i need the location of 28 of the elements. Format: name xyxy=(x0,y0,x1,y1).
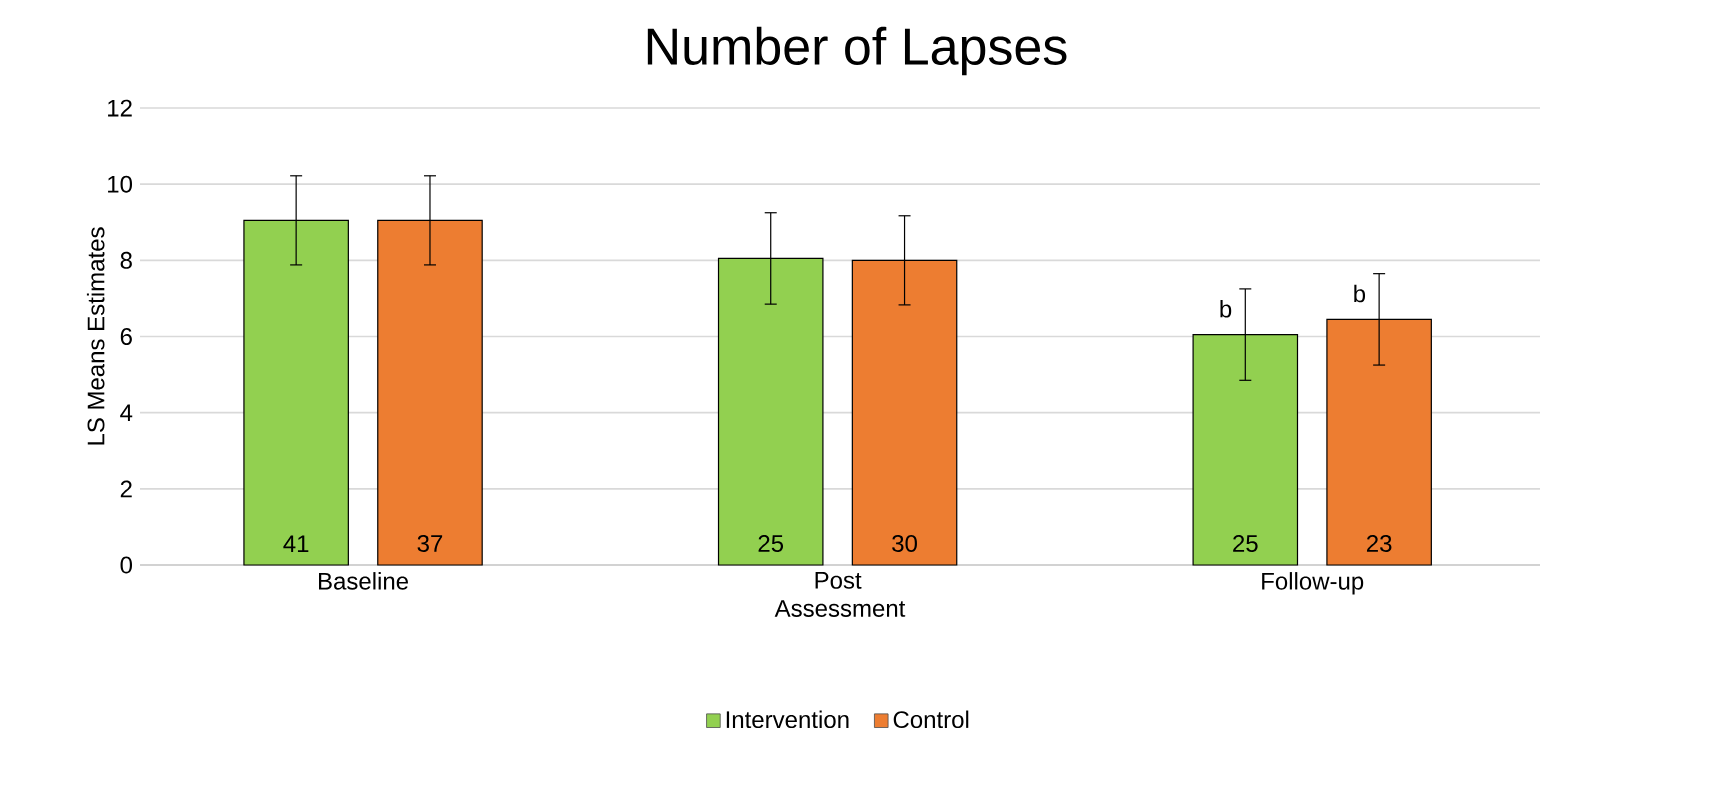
y-tick-label: 6 xyxy=(120,328,132,345)
bar xyxy=(717,257,824,566)
bar xyxy=(377,219,483,566)
y-tick-label: 4 xyxy=(120,404,133,421)
annotation: 37 xyxy=(417,534,443,552)
chart-title: Number of Lapses xyxy=(647,26,1067,76)
bar xyxy=(1326,318,1432,566)
y-axis-title: LS Means Estimates xyxy=(86,227,105,445)
y-tick-label: 8 xyxy=(120,251,132,269)
y-tick-label: 12 xyxy=(108,99,132,117)
bar xyxy=(851,259,958,566)
x-axis-title: Assessment xyxy=(774,600,906,617)
y-tick-label: 10 xyxy=(108,175,133,193)
annotation: 25 xyxy=(758,534,784,552)
annotation: 30 xyxy=(892,534,917,552)
annotation: b xyxy=(1354,284,1366,303)
annotation: 41 xyxy=(283,535,309,552)
annotation: 25 xyxy=(1233,534,1258,552)
legend-label: Intervention xyxy=(726,710,849,729)
x-tick-label: Baseline xyxy=(319,572,408,590)
y-tick-label: 2 xyxy=(120,480,132,498)
x-tick-label: Post xyxy=(815,572,862,589)
legend-label: Control xyxy=(893,710,969,729)
bar xyxy=(243,219,349,566)
annotation: 23 xyxy=(1366,534,1392,552)
y-tick-label: 0 xyxy=(120,556,133,574)
x-tick-label: Follow-up xyxy=(1262,572,1364,595)
annotation: b xyxy=(1220,299,1232,318)
